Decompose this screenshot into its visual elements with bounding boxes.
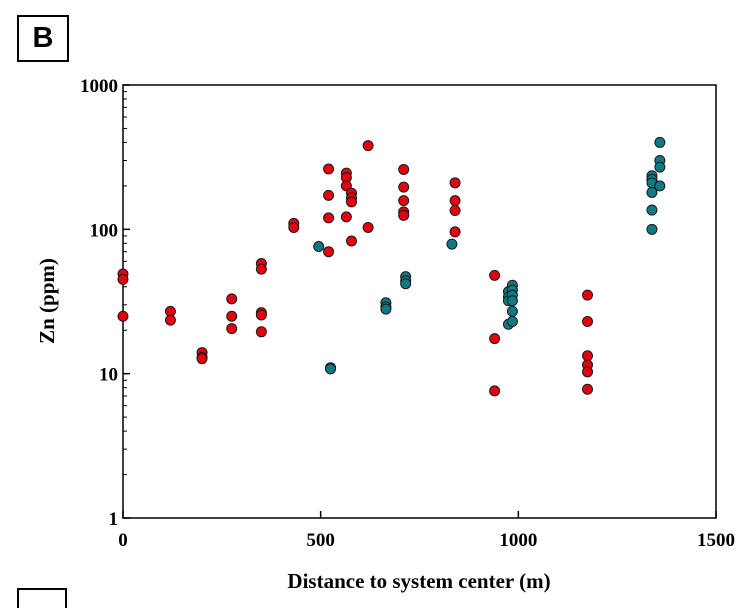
data-point — [255, 326, 267, 338]
data-point — [340, 211, 352, 223]
data-point — [449, 205, 461, 217]
y-axis-title: Zn (ppm) — [35, 258, 59, 344]
axes — [122, 84, 717, 519]
data-point — [323, 189, 335, 201]
data-point — [362, 140, 374, 152]
next-panel-label-box — [17, 588, 67, 608]
data-point — [117, 273, 129, 285]
data-point — [323, 212, 335, 224]
data-point — [582, 289, 594, 301]
data-point — [449, 226, 461, 238]
data-point — [117, 310, 129, 322]
plot-frame — [122, 84, 717, 519]
y-tick-label: 1 — [109, 509, 119, 530]
data-point — [646, 204, 658, 216]
y-tick-label: 10 — [99, 365, 118, 386]
data-point — [582, 350, 594, 362]
data-point — [398, 181, 410, 193]
data-point — [255, 263, 267, 275]
data-point — [654, 180, 666, 192]
x-tick-label: 1000 — [499, 530, 537, 551]
data-point — [196, 353, 208, 365]
data-point — [449, 195, 461, 207]
data-point — [323, 163, 335, 175]
panel-label: B — [17, 15, 69, 62]
data-point — [489, 333, 501, 345]
data-point — [288, 221, 300, 233]
data-point — [226, 310, 238, 322]
data-point — [400, 278, 412, 290]
data-point — [646, 223, 658, 235]
data-point — [398, 163, 410, 175]
data-point — [398, 209, 410, 221]
data-point — [380, 303, 392, 315]
data-point — [362, 221, 374, 233]
data-point — [582, 366, 594, 378]
data-point — [226, 293, 238, 305]
y-tick-label: 100 — [90, 220, 119, 241]
x-tick-label: 500 — [306, 530, 335, 551]
data-point — [255, 309, 267, 321]
x-tick-label: 0 — [118, 530, 128, 551]
data-point — [346, 196, 358, 208]
data-point — [449, 177, 461, 189]
data-point — [506, 305, 518, 317]
data-point — [446, 238, 458, 250]
data-point — [646, 186, 658, 198]
data-point — [346, 235, 358, 247]
y-tick-label: 1000 — [80, 76, 118, 97]
data-point — [506, 315, 518, 327]
data-point — [489, 385, 501, 397]
data-point — [654, 161, 666, 173]
x-axis-title: Distance to system center (m) — [287, 569, 550, 593]
data-point — [323, 246, 335, 258]
data-points — [117, 136, 666, 397]
x-tick-label: 1500 — [697, 530, 735, 551]
data-point — [325, 363, 337, 375]
data-point — [582, 383, 594, 395]
data-point — [489, 269, 501, 281]
data-point — [582, 315, 594, 327]
tick-labels: 0 500 1000 1500 1 10 100 1000 — [80, 76, 735, 551]
data-point — [654, 136, 666, 148]
data-point — [226, 323, 238, 335]
data-point — [164, 314, 176, 326]
data-point — [398, 195, 410, 207]
data-point — [506, 295, 518, 307]
data-point — [313, 241, 325, 253]
